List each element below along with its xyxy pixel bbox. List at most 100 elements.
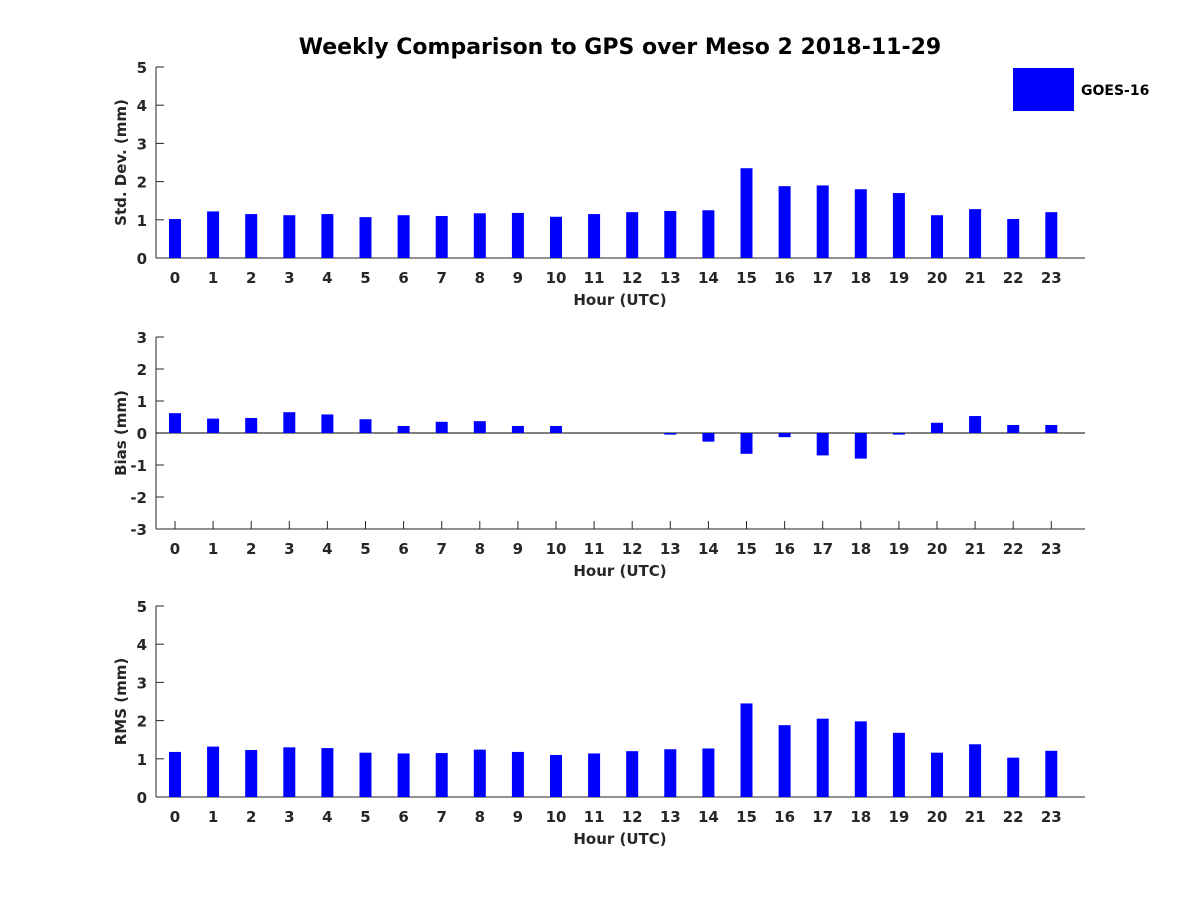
- bar: [892, 193, 905, 258]
- y-tick-label: -1: [130, 457, 147, 475]
- x-tick-label: 0: [170, 269, 180, 287]
- x-tick-label: 13: [660, 540, 681, 558]
- x-tick-label: 18: [850, 269, 871, 287]
- bar: [854, 721, 867, 797]
- x-tick-label: 17: [812, 269, 833, 287]
- x-tick-label: 10: [546, 269, 567, 287]
- legend-swatch: [1013, 68, 1074, 111]
- bar: [321, 414, 334, 433]
- x-tick-label: 9: [513, 540, 523, 558]
- y-tick-label: -2: [130, 489, 147, 507]
- bar: [969, 209, 982, 258]
- y-tick-label: 5: [137, 598, 147, 616]
- bar: [245, 750, 258, 797]
- x-tick-label: 3: [284, 540, 294, 558]
- bar: [740, 433, 753, 454]
- x-tick-label: 9: [513, 808, 523, 826]
- y-tick-label: 5: [137, 59, 147, 77]
- y-tick-label: 3: [137, 135, 147, 153]
- x-tick-label: 11: [584, 808, 605, 826]
- x-tick-label: 10: [546, 808, 567, 826]
- x-tick-label: 3: [284, 808, 294, 826]
- x-tick-label: 18: [850, 540, 871, 558]
- bar: [588, 214, 601, 258]
- x-tick-label: 23: [1041, 808, 1062, 826]
- x-tick-label: 1: [208, 540, 218, 558]
- bar: [511, 425, 524, 433]
- bar: [245, 214, 258, 258]
- x-tick-label: 19: [888, 808, 909, 826]
- x-tick-label: 7: [436, 808, 446, 826]
- bar: [359, 419, 372, 433]
- bar: [892, 433, 905, 435]
- y-tick-label: 4: [137, 636, 147, 654]
- legend-label: GOES-16: [1081, 83, 1149, 99]
- x-tick-label: 11: [584, 540, 605, 558]
- x-tick-label: 2: [246, 269, 256, 287]
- bar: [283, 747, 296, 797]
- bar: [245, 417, 258, 433]
- x-tick-label: 19: [888, 269, 909, 287]
- y-tick-label: 1: [137, 751, 147, 769]
- y-tick-label: 2: [137, 174, 147, 192]
- bar: [664, 433, 677, 435]
- bar: [435, 753, 448, 797]
- x-tick-label: 20: [927, 808, 948, 826]
- bar: [550, 425, 562, 433]
- x-tick-label: 2: [246, 540, 256, 558]
- x-tick-label: 2: [246, 808, 256, 826]
- bar: [473, 749, 486, 797]
- x-tick-label: 12: [622, 269, 643, 287]
- bar: [283, 215, 296, 258]
- bar: [550, 216, 562, 258]
- x-tick-label: 4: [322, 269, 332, 287]
- y-axis-label: RMS (mm): [112, 658, 130, 745]
- bar: [854, 433, 867, 459]
- x-tick-label: 16: [774, 540, 795, 558]
- bar: [816, 718, 829, 797]
- x-tick-label: 6: [398, 808, 408, 826]
- bar: [892, 732, 905, 797]
- bar: [664, 749, 677, 797]
- bar: [207, 211, 220, 258]
- x-tick-label: 14: [698, 269, 719, 287]
- y-tick-label: 3: [137, 674, 147, 692]
- y-tick-label: 0: [137, 250, 147, 268]
- bar: [321, 214, 334, 258]
- x-axis-label: Hour (UTC): [573, 562, 666, 580]
- y-tick-label: 3: [137, 329, 147, 347]
- x-tick-label: 17: [812, 540, 833, 558]
- y-tick-label: 4: [137, 97, 147, 115]
- x-tick-label: 16: [774, 269, 795, 287]
- x-axis-label: Hour (UTC): [573, 830, 666, 848]
- y-tick-label: 0: [137, 789, 147, 807]
- bar: [1045, 212, 1058, 258]
- x-tick-label: 7: [436, 540, 446, 558]
- y-tick-label: 1: [137, 212, 147, 230]
- x-tick-label: 23: [1041, 540, 1062, 558]
- x-tick-label: 14: [698, 540, 719, 558]
- chart-title: Weekly Comparison to GPS over Meso 2 201…: [299, 35, 941, 60]
- y-axis-label: Std. Dev. (mm): [112, 99, 130, 226]
- x-tick-label: 8: [475, 269, 485, 287]
- bar: [397, 215, 410, 258]
- x-tick-label: 6: [398, 540, 408, 558]
- bar: [969, 416, 982, 433]
- bar: [626, 212, 639, 258]
- bar: [359, 217, 372, 258]
- bar: [664, 211, 677, 258]
- bar: [1007, 757, 1020, 797]
- x-tick-label: 12: [622, 808, 643, 826]
- x-tick-label: 13: [660, 269, 681, 287]
- bar: [969, 744, 982, 797]
- bar: [511, 751, 524, 797]
- bar: [702, 433, 715, 442]
- legend: GOES-16: [1013, 68, 1149, 111]
- y-tick-label: -3: [130, 521, 147, 539]
- bar: [740, 168, 753, 258]
- x-tick-label: 5: [360, 540, 370, 558]
- x-tick-label: 22: [1003, 540, 1024, 558]
- x-tick-label: 5: [360, 269, 370, 287]
